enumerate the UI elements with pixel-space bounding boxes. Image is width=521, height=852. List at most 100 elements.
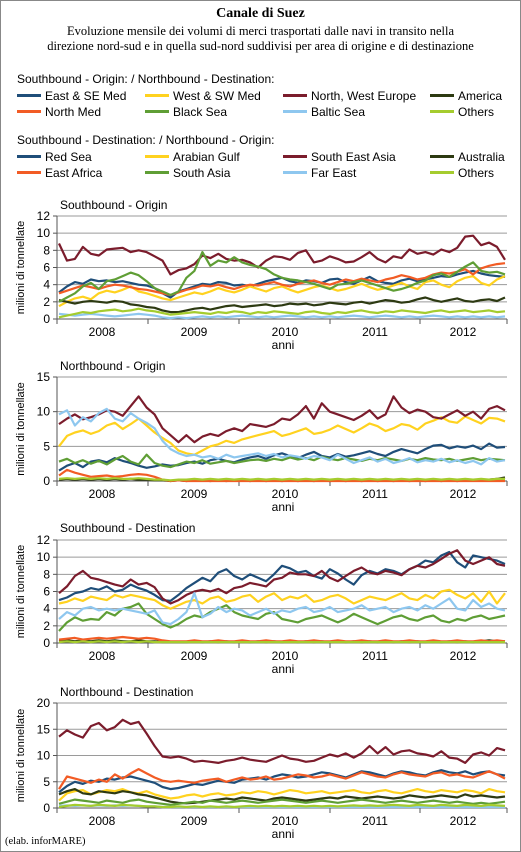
x-tick-label: 2011: [362, 487, 388, 501]
legend-swatch: [430, 110, 454, 114]
legend-label: South Asia: [173, 166, 231, 180]
series-line-1: [58, 442, 506, 472]
legend-label: Baltic Sea: [311, 105, 366, 119]
chart-2: Northbound - Origin 0 5 10 15 2008 2009 2010 201…: [15, 359, 508, 514]
x-tick-label: 2010: [272, 487, 299, 501]
series-line-8: [58, 803, 506, 809]
legend-label: South East Asia: [311, 150, 396, 164]
legend-label: East Africa: [45, 166, 103, 180]
legend-label: Others: [458, 166, 495, 180]
credit-note: (elab. inforMARE): [5, 836, 86, 847]
series-line-5: [58, 468, 505, 483]
legend-swatch: [17, 110, 41, 114]
legend-label: North Med: [45, 105, 102, 119]
x-tick-label: 2010: [272, 814, 299, 828]
legend-swatch: [145, 94, 169, 98]
legend-swatch: [145, 110, 169, 114]
series-line-8: [58, 307, 506, 319]
series-line-8: [58, 477, 505, 482]
series-line-7: [58, 407, 506, 466]
series-line-2: [58, 415, 506, 456]
legend-swatch: [17, 94, 41, 98]
x-tick-label: 2008: [89, 649, 116, 663]
y-tick-label: 12: [37, 533, 51, 547]
legend-item: South Asia: [145, 166, 230, 180]
legend-swatch: [145, 155, 169, 159]
legend-item: Others: [430, 105, 494, 119]
chart-title: Southbound - Origin: [60, 198, 167, 212]
y-tick-label: 5: [43, 439, 50, 453]
series-line-6: [58, 453, 506, 469]
legend-swatch: [430, 94, 454, 98]
x-tick-label: 2009: [181, 814, 208, 828]
legend-item: Black Sea: [145, 105, 227, 119]
series-line-8: [58, 640, 505, 644]
legend-swatch: [145, 171, 169, 175]
legend-item: Others: [430, 166, 494, 180]
legend-label: America: [458, 89, 503, 103]
x-axis-label: anni: [272, 500, 295, 514]
legend-item: West & SW Med: [145, 89, 261, 103]
legend-label: Others: [458, 105, 495, 119]
x-tick-label: 2008: [89, 325, 116, 339]
y-tick-label: 0: [43, 312, 50, 326]
y-tick-label: 6: [43, 261, 50, 275]
x-tick-label: 2011: [362, 814, 388, 828]
y-tick-label: 0: [43, 636, 50, 650]
series-line-7: [58, 312, 506, 320]
legend-2-header: Southbound - Destination: / Northbound -…: [17, 133, 275, 147]
legend-item: North Med: [17, 105, 101, 119]
chart-4: Northbound - Destination 0 5 10 15 20 2008 2009…: [15, 685, 508, 841]
series-line-3: [58, 718, 506, 765]
x-tick-label: 2012: [450, 649, 477, 663]
legend-item: Arabian Gulf: [145, 150, 240, 164]
series-line-3: [58, 549, 506, 605]
x-tick-label: 2008: [89, 487, 116, 501]
legend-label: Far East: [311, 166, 357, 180]
y-tick-label: 8: [43, 243, 50, 257]
y-tick-label: 12: [37, 209, 51, 223]
series-line-3: [58, 234, 506, 276]
subtitle-line-1: Evoluzione mensile dei volumi di merci t…: [66, 24, 455, 38]
legend-1-header: Southbound - Origin: / Northbound - Dest…: [17, 72, 275, 86]
legend-swatch: [430, 155, 454, 159]
legend-swatch: [283, 155, 307, 159]
legend-swatch: [283, 94, 307, 98]
x-tick-label: 2009: [181, 325, 208, 339]
y-axis-label: milioni di tonnellate: [15, 545, 27, 639]
x-tick-label: 2009: [181, 487, 208, 501]
x-tick-label: 2008: [89, 814, 116, 828]
x-tick-label: 2012: [450, 325, 477, 339]
x-tick-label: 2009: [181, 649, 208, 663]
subtitle-line-2: direzione nord-sud e in quella sud-nord …: [47, 39, 474, 53]
y-tick-label: 8: [43, 567, 50, 581]
series-line-2: [58, 588, 506, 610]
series-line-7: [58, 592, 506, 626]
y-tick-label: 15: [37, 370, 51, 384]
series-line-5: [58, 262, 506, 297]
legend-item: Red Sea: [17, 150, 92, 164]
y-tick-label: 4: [43, 278, 50, 292]
y-axis-label: milioni di tonnellate: [15, 221, 27, 315]
x-tick-label: 2012: [450, 487, 477, 501]
x-tick-label: 2010: [272, 649, 299, 663]
series-line-6: [58, 798, 506, 807]
legend-item: East Africa: [17, 166, 102, 180]
y-tick-label: 0: [43, 801, 50, 815]
y-tick-label: 5: [43, 775, 50, 789]
y-tick-label: 0: [43, 474, 50, 488]
series-line-1: [58, 550, 506, 603]
y-tick-label: 2: [43, 295, 50, 309]
legend-swatch: [283, 110, 307, 114]
y-tick-label: 10: [37, 749, 51, 763]
legend-item: Australia: [430, 150, 505, 164]
y-tick-label: 20: [37, 696, 51, 710]
series-line-4: [58, 787, 506, 805]
chart-title: Southbound - Destination: [60, 521, 195, 535]
legend-item: East & SE Med: [17, 89, 126, 103]
y-tick-label: 10: [37, 226, 51, 240]
legend-label: Black Sea: [173, 105, 228, 119]
x-tick-label: 2012: [450, 814, 477, 828]
legend-swatch: [17, 155, 41, 159]
